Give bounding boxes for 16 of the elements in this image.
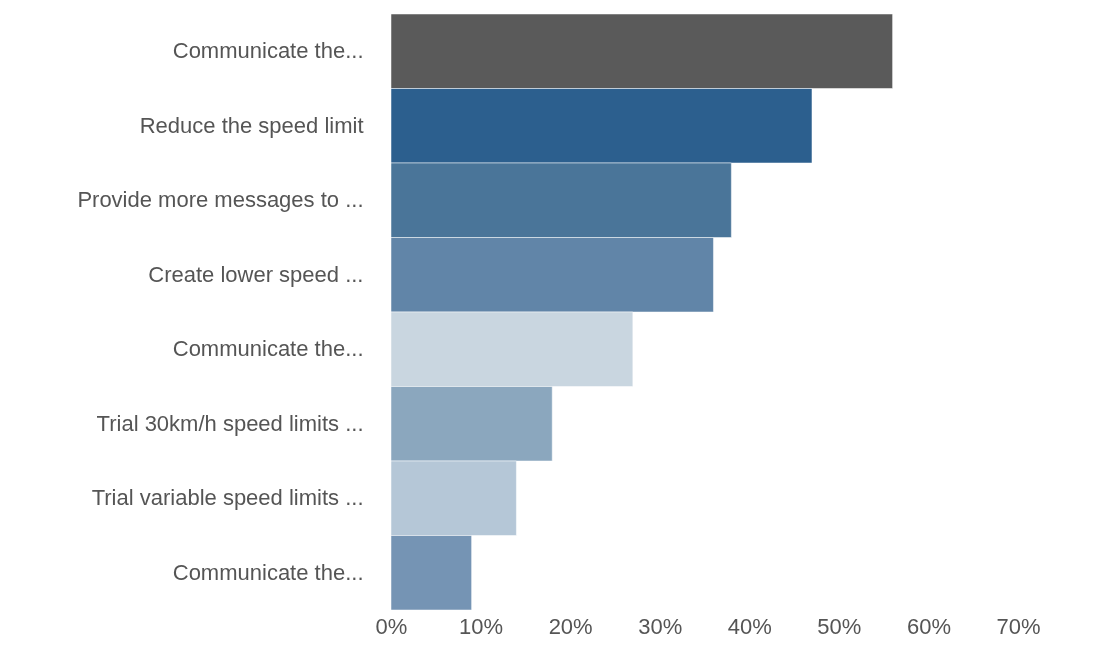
y-tick-label: Trial 30km/h speed limits ... [96,410,364,436]
y-tick-label: Create lower speed ... [148,261,364,287]
x-tick-label: 60% [906,613,951,639]
x-tick-label: 50% [817,613,862,639]
y-tick-label: Provide more messages to ... [77,187,364,213]
x-tick-label: 30% [638,613,683,639]
y-tick-label: Communicate the... [172,559,364,585]
x-tick-label: 0% [375,613,408,639]
x-tick-label: 20% [548,613,593,639]
x-tick-label: 10% [459,613,504,639]
y-tick-label: Communicate the... [172,336,364,362]
y-tick-label: Communicate the... [172,38,364,64]
x-tick-label: 70% [996,613,1041,639]
y-tick-label: Reduce the speed limit [139,112,364,138]
y-tick-label: Trial variable speed limits ... [91,485,364,511]
x-tick-label: 40% [727,613,772,639]
